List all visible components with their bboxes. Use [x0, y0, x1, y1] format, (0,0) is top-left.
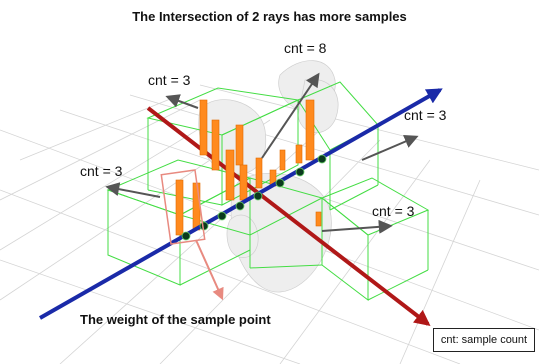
count-label-cnt8: cnt = 8 — [284, 40, 327, 56]
count-label-right: cnt = 3 — [404, 107, 447, 123]
count-label-upper-left: cnt = 3 — [148, 72, 191, 88]
bar — [255, 157, 263, 189]
count-label-lower-right: cnt = 3 — [372, 203, 415, 219]
direction-arrows — [105, 72, 419, 234]
sample-bars — [175, 99, 322, 236]
voxel-boxes — [106, 81, 430, 302]
bar — [295, 144, 303, 164]
red-ray — [146, 106, 431, 326]
bar — [305, 99, 315, 161]
arrow-cnt3-left — [105, 182, 161, 198]
weight-arrow — [195, 239, 224, 301]
bar — [315, 211, 322, 227]
arrow-cnt8 — [261, 72, 320, 159]
bar — [199, 99, 208, 156]
bar — [225, 149, 235, 201]
count-label-left: cnt = 3 — [80, 163, 123, 179]
bar — [192, 182, 201, 231]
arrow-cnt3-upper-left — [165, 94, 199, 109]
arrow-cnt3-lower-right — [321, 219, 393, 234]
bar — [175, 179, 184, 236]
weight-highlight — [160, 169, 206, 245]
bar — [211, 119, 220, 171]
legend-box: cnt: sample count — [433, 328, 535, 352]
arrow-cnt3-right — [361, 134, 419, 161]
bar — [279, 149, 286, 171]
diagram-title: The Intersection of 2 rays has more samp… — [132, 9, 407, 24]
bar — [239, 164, 248, 201]
bar — [235, 124, 244, 166]
weight-caption: The weight of the sample point — [80, 312, 271, 327]
